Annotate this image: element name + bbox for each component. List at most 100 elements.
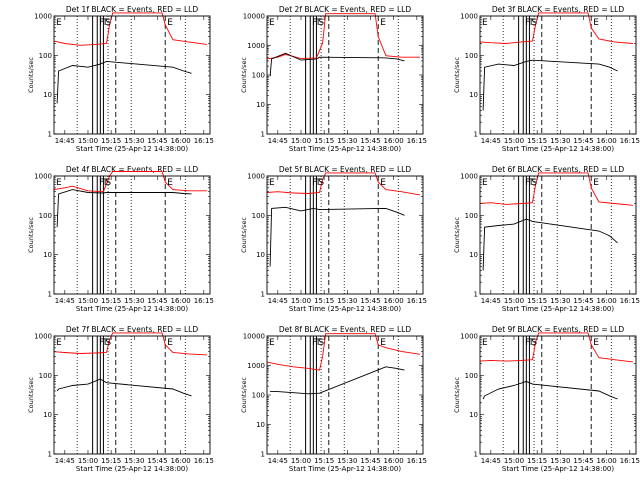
x-axis-label: Start Time (25-Apr-12 14:38:00)	[289, 305, 401, 313]
x-tick-label: 15:30	[124, 297, 144, 305]
series-line	[269, 206, 405, 267]
series-line	[266, 13, 420, 60]
marker-label: E	[56, 178, 62, 188]
plot-frame	[479, 15, 637, 135]
plot-frame	[479, 175, 637, 295]
x-axis-label: Start Time (25-Apr-12 14:38:00)	[76, 305, 188, 313]
x-tick-label: 16:15	[407, 297, 427, 305]
marker-label: E	[482, 338, 488, 348]
x-tick-label: 15:00	[504, 457, 524, 465]
marker-label: E	[380, 178, 386, 188]
plot-frame	[479, 335, 637, 455]
plot-frame	[266, 15, 424, 135]
x-tick-label: 14:45	[481, 137, 501, 145]
y-tick-label: 100	[252, 212, 265, 220]
y-tick-label: 1000	[34, 13, 52, 21]
marker-label: T	[527, 178, 534, 188]
marker-label: F	[99, 178, 104, 188]
marker-label: F	[525, 18, 530, 28]
y-tick-label: 10000	[243, 13, 265, 21]
x-tick-label: 15:15	[527, 457, 547, 465]
x-tick-label: 15:30	[337, 297, 357, 305]
y-axis-label: Counts/sec	[240, 57, 248, 93]
x-tick-label: 15:00	[291, 297, 311, 305]
marker-label: T	[527, 338, 534, 348]
x-tick-label: 14:45	[55, 457, 75, 465]
x-tick-label: 15:45	[147, 137, 167, 145]
chart-title: Det 4f BLACK = Events, RED = LLD	[66, 165, 199, 174]
marker-label: E	[269, 178, 275, 188]
chart-title: Det 5f BLACK = Events, RED = LLD	[279, 165, 412, 174]
x-tick-label: 15:15	[101, 137, 121, 145]
x-tick-label: 15:15	[527, 297, 547, 305]
y-tick-label: 10000	[243, 333, 265, 341]
chart-panel-2: Det 2f BLACK = Events, RED = LLD 1 10 100 10…	[240, 5, 427, 153]
marker-label: T	[314, 338, 321, 348]
y-tick-label: 1000	[247, 42, 265, 50]
marker-label: S	[318, 178, 324, 188]
x-tick-label: 15:30	[337, 137, 357, 145]
x-tick-label: 15:45	[147, 297, 167, 305]
series-line	[56, 378, 192, 397]
y-tick-label: 1	[261, 131, 265, 139]
y-tick-label: 1000	[460, 13, 478, 21]
y-tick-label: 1000	[247, 173, 265, 181]
x-tick-label: 15:15	[314, 297, 334, 305]
y-tick-label: 100	[39, 212, 52, 220]
chart-panel-7: Det 7f BLACK = Events, RED = LLD 1 10 100 10…	[27, 325, 214, 473]
chart-title: Det 8f BLACK = Events, RED = LLD	[279, 325, 412, 334]
marker-label: T	[314, 18, 321, 28]
chart-title: Det 7f BLACK = Events, RED = LLD	[66, 325, 199, 334]
x-tick-label: 14:45	[481, 297, 501, 305]
x-tick-label: 15:45	[360, 297, 380, 305]
y-tick-label: 100	[465, 372, 478, 380]
marker-label: S	[318, 18, 324, 28]
x-tick-label: 16:00	[171, 297, 191, 305]
marker-label: T	[101, 18, 108, 28]
marker-label: T	[314, 178, 321, 188]
x-tick-label: 16:15	[407, 457, 427, 465]
series-line	[56, 60, 192, 104]
chart-panel-1: Det 1f BLACK = Events, RED = LLD 1 10 100 10…	[27, 5, 214, 153]
x-tick-label: 14:45	[55, 297, 75, 305]
x-tick-label: 15:15	[101, 297, 121, 305]
y-axis-label: Counts/sec	[453, 57, 461, 93]
series-line	[56, 189, 192, 228]
y-tick-label: 1	[261, 291, 265, 299]
x-tick-label: 15:30	[124, 457, 144, 465]
x-tick-label: 16:15	[620, 137, 640, 145]
x-tick-label: 16:00	[171, 457, 191, 465]
y-tick-label: 1	[474, 291, 478, 299]
marker-label: T	[101, 338, 108, 348]
x-axis-label: Start Time (25-Apr-12 14:38:00)	[76, 465, 188, 473]
x-tick-label: 15:00	[78, 457, 98, 465]
x-tick-label: 15:15	[527, 137, 547, 145]
x-tick-label: 15:45	[573, 137, 593, 145]
x-tick-label: 16:15	[194, 457, 214, 465]
marker-label: T	[101, 178, 108, 188]
plot-frame	[266, 335, 424, 455]
x-tick-label: 16:00	[597, 137, 617, 145]
marker-label: S	[105, 338, 111, 348]
marker-label: S	[318, 338, 324, 348]
x-axis-label: Start Time (25-Apr-12 14:38:00)	[289, 145, 401, 153]
marker-label: S	[105, 18, 111, 28]
y-tick-label: 1	[48, 131, 52, 139]
y-tick-label: 10	[256, 421, 265, 429]
y-axis-label: Counts/sec	[240, 217, 248, 253]
chart-panel-3: Det 3f BLACK = Events, RED = LLD 1 10 100 10…	[453, 5, 640, 153]
marker-label: E	[269, 338, 275, 348]
x-tick-label: 15:30	[124, 137, 144, 145]
y-axis-label: Counts/sec	[453, 217, 461, 253]
plot-frame	[53, 335, 211, 455]
marker-label: F	[525, 178, 530, 188]
y-tick-label: 100	[39, 372, 52, 380]
y-tick-label: 100	[39, 52, 52, 60]
x-tick-label: 16:00	[171, 137, 191, 145]
y-tick-label: 10	[43, 411, 52, 419]
x-tick-label: 16:15	[407, 137, 427, 145]
marker-label: E	[593, 338, 599, 348]
x-axis-label: Start Time (25-Apr-12 14:38:00)	[502, 465, 614, 473]
y-axis-label: Counts/sec	[27, 377, 35, 413]
